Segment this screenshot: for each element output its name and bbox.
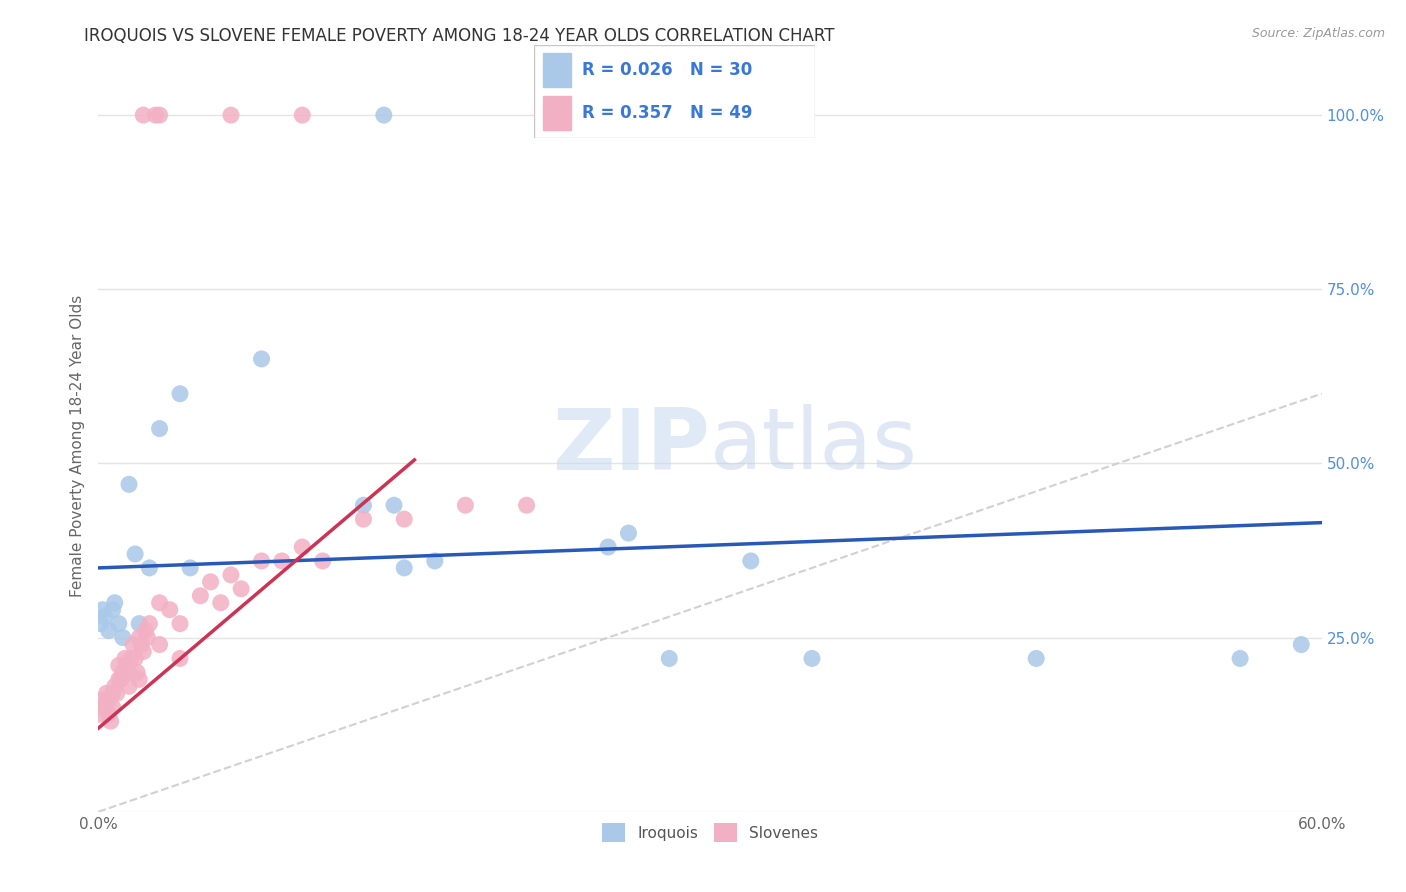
Point [188, 589, 212, 603]
Text: R = 0.357   N = 49: R = 0.357 N = 49 [582, 104, 752, 122]
Point [219, 108, 242, 122]
Point [96, 686, 118, 700]
Point [118, 679, 141, 693]
Point [617, 526, 640, 541]
Point [118, 665, 141, 680]
Point [200, 574, 222, 589]
Legend: Iroquois, Slovenes: Iroquois, Slovenes [596, 817, 824, 848]
Point [104, 679, 127, 693]
Point [149, 421, 172, 435]
Point [100, 714, 122, 728]
Point [128, 616, 150, 631]
Point [108, 616, 131, 631]
Text: Source: ZipAtlas.com: Source: ZipAtlas.com [1251, 27, 1385, 40]
Point [149, 638, 172, 652]
Point [291, 540, 314, 554]
Point [1291, 638, 1313, 652]
Point [138, 616, 160, 631]
Point [1025, 651, 1047, 665]
Point [128, 673, 150, 687]
Point [108, 673, 131, 687]
Point [598, 540, 620, 554]
Point [169, 616, 191, 631]
Bar [543, 53, 571, 87]
Point [132, 644, 155, 658]
Point [1229, 651, 1251, 665]
Point [120, 651, 142, 665]
Point [352, 498, 374, 512]
Point [111, 665, 134, 680]
Point [617, 108, 640, 122]
Point [352, 512, 374, 526]
Point [104, 596, 127, 610]
Point [91, 693, 114, 707]
Point [392, 561, 416, 575]
Point [516, 498, 538, 512]
Point [118, 477, 141, 491]
Point [209, 596, 232, 610]
Point [231, 582, 253, 596]
Point [145, 108, 167, 122]
Point [138, 561, 160, 575]
Point [108, 658, 131, 673]
Point [169, 386, 191, 401]
Point [658, 651, 681, 665]
Point [740, 554, 762, 568]
Point [89, 616, 111, 631]
Point [105, 686, 128, 700]
Point [93, 700, 115, 714]
Point [91, 603, 114, 617]
Point [97, 693, 120, 707]
Point [101, 603, 124, 617]
Point [801, 651, 824, 665]
Y-axis label: Female Poverty Among 18-24 Year Olds: Female Poverty Among 18-24 Year Olds [69, 295, 84, 597]
Text: ZIP: ZIP [553, 404, 710, 488]
Point [110, 673, 132, 687]
Point [454, 498, 477, 512]
Point [179, 561, 201, 575]
Point [87, 700, 110, 714]
Point [132, 108, 155, 122]
Point [169, 651, 191, 665]
Point [159, 603, 181, 617]
Text: R = 0.026   N = 30: R = 0.026 N = 30 [582, 61, 752, 78]
Point [114, 651, 136, 665]
Point [129, 638, 152, 652]
Point [134, 624, 156, 638]
Point [97, 624, 120, 638]
Point [392, 512, 416, 526]
Point [250, 351, 273, 366]
Point [382, 498, 405, 512]
Point [149, 596, 172, 610]
Text: IROQUOIS VS SLOVENE FEMALE POVERTY AMONG 18-24 YEAR OLDS CORRELATION CHART: IROQUOIS VS SLOVENE FEMALE POVERTY AMONG… [84, 27, 835, 45]
Point [423, 554, 446, 568]
Point [136, 631, 159, 645]
Point [89, 707, 111, 722]
Point [111, 631, 134, 645]
Point [312, 554, 335, 568]
Point [250, 554, 273, 568]
Point [219, 567, 242, 582]
Point [149, 108, 172, 122]
Bar [543, 96, 571, 130]
Point [115, 658, 138, 673]
Point [373, 108, 395, 122]
Point [127, 665, 149, 680]
Point [124, 547, 146, 561]
Point [97, 707, 120, 722]
Point [124, 651, 146, 665]
Point [101, 700, 124, 714]
Point [122, 638, 145, 652]
Point [270, 554, 294, 568]
Point [291, 108, 314, 122]
Point [93, 609, 115, 624]
Text: atlas: atlas [710, 404, 918, 488]
Point [128, 631, 150, 645]
Point [101, 686, 124, 700]
